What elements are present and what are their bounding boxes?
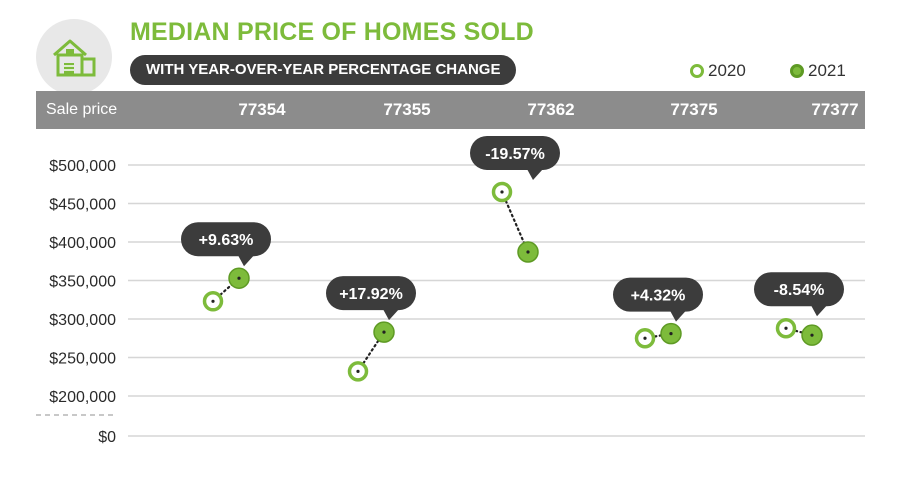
change-callout [181, 222, 271, 257]
change-label: -19.57% [485, 146, 545, 163]
point-2021-center [669, 332, 673, 336]
category-label-77362: 77362 [527, 100, 575, 119]
change-label: +17.92% [339, 286, 403, 303]
legend-label-2021: 2021 [808, 61, 846, 80]
y-tick-label: $0 [98, 429, 116, 446]
point-2021-center [382, 330, 386, 334]
legend-item-2021: 2021 [790, 60, 846, 82]
legend-item-2020: 2020 [690, 60, 746, 82]
logo-badge [36, 19, 112, 95]
change-label: -8.54% [774, 282, 825, 299]
point-2021-center [237, 276, 241, 280]
category-label-77354: 77354 [238, 100, 286, 119]
callout-pointer [238, 255, 254, 267]
y-axis-label: Sale price [46, 101, 118, 118]
y-tick-label: $200,000 [49, 389, 116, 406]
change-callout [470, 135, 560, 170]
connector-line [500, 190, 530, 254]
change-callout [613, 277, 703, 312]
y-tick-label: $350,000 [49, 274, 116, 291]
point-2020-center [643, 336, 647, 340]
chart-subtitle: WITH YEAR-OVER-YEAR PERCENTAGE CHANGE [130, 55, 517, 85]
hollow-dot-icon [690, 64, 704, 78]
change-label: +4.32% [631, 288, 686, 305]
y-tick-label: $450,000 [49, 197, 116, 214]
callout-pointer [383, 309, 399, 321]
callout-pointer [811, 305, 827, 317]
category-label-77355: 77355 [383, 100, 431, 119]
house-icon [53, 39, 96, 77]
filled-dot-icon [790, 64, 804, 78]
category-label-77377: 77377 [811, 100, 859, 119]
change-label: +9.63% [199, 232, 254, 249]
callout-pointer [670, 310, 686, 322]
callout-pointer [527, 168, 543, 180]
point-2020-center [211, 299, 215, 303]
y-tick-label: $250,000 [49, 351, 116, 368]
category-label-77375: 77375 [670, 100, 718, 119]
legend-label-2020: 2020 [708, 61, 746, 80]
point-2020-center [500, 190, 504, 194]
category-header-bar: Sale price 77354 77355 77362 77375 77377 [36, 91, 865, 129]
point-2021-center [526, 250, 530, 254]
y-tick-label: $300,000 [49, 312, 116, 329]
point-2021-center [810, 333, 814, 337]
change-callout [326, 276, 416, 311]
y-tick-label: $400,000 [49, 235, 116, 252]
chart-title: MEDIAN PRICE OF HOMES SOLD [130, 18, 534, 46]
point-2020-center [784, 326, 788, 330]
change-callout [754, 272, 844, 307]
point-2020-center [356, 369, 360, 373]
y-tick-label: $500,000 [49, 158, 116, 175]
